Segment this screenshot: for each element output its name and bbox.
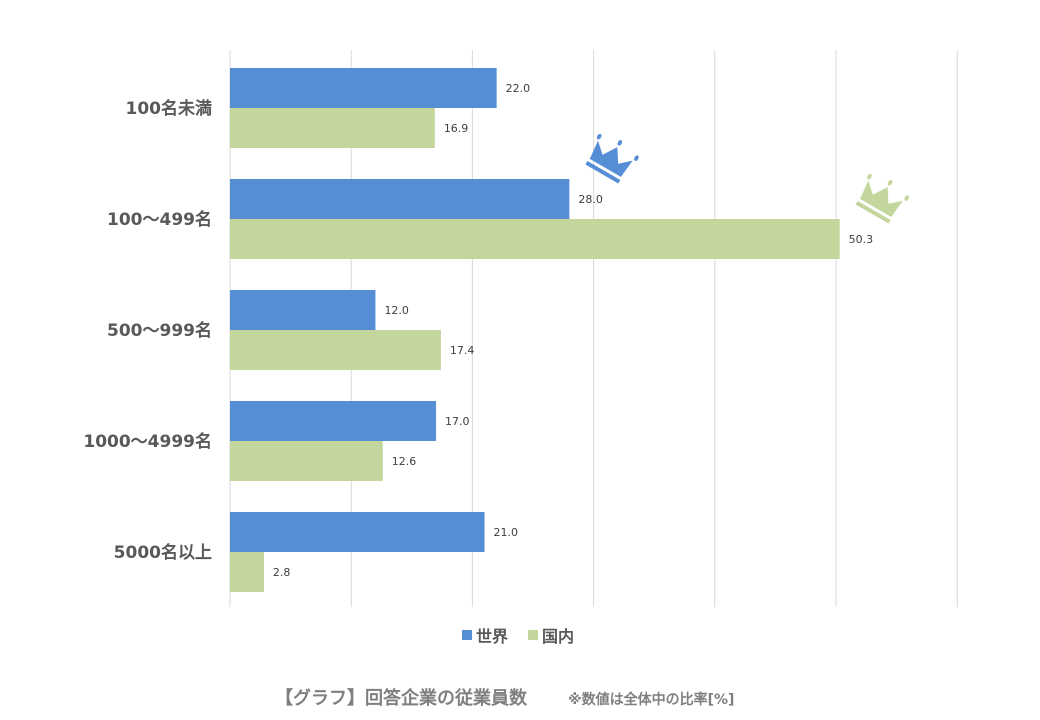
bar-domestic xyxy=(230,108,435,148)
legend-swatch xyxy=(462,630,472,640)
bar-world xyxy=(230,401,437,441)
legend-label: 国内 xyxy=(542,627,574,646)
category-label: 500～999名 xyxy=(107,320,212,341)
category-label: 100～499名 xyxy=(107,209,212,230)
data-label: 21.0 xyxy=(494,526,519,539)
category-label: 1000～4999名 xyxy=(83,431,212,452)
data-label: 12.0 xyxy=(384,304,409,317)
chart-note: ※数値は全体中の比率[%] xyxy=(568,691,734,708)
bar-world xyxy=(230,290,376,330)
data-label: 17.0 xyxy=(445,415,470,428)
bar-world xyxy=(230,512,485,552)
bar-world xyxy=(230,179,570,219)
crown-icon xyxy=(585,133,639,184)
category-label: 5000名以上 xyxy=(114,542,212,563)
data-label: 50.3 xyxy=(849,233,874,246)
bar-world xyxy=(230,68,497,108)
bar-domestic xyxy=(230,330,441,370)
legend-swatch xyxy=(528,630,538,640)
legend-label: 世界 xyxy=(476,627,508,646)
data-label: 12.6 xyxy=(392,455,417,468)
data-label: 22.0 xyxy=(506,82,531,95)
bar-domestic xyxy=(230,441,383,481)
data-label: 17.4 xyxy=(450,344,475,357)
bar-domestic xyxy=(230,552,264,592)
crown-icon xyxy=(855,173,909,224)
category-label: 100名未満 xyxy=(126,98,213,119)
legend: 世界 国内 xyxy=(462,627,574,646)
data-label: 2.8 xyxy=(273,566,291,579)
chart-title: 【グラフ】回答企業の従業員数 xyxy=(275,687,528,709)
data-label: 16.9 xyxy=(444,122,469,135)
bar-domestic xyxy=(230,219,840,259)
data-label: 28.0 xyxy=(578,193,603,206)
